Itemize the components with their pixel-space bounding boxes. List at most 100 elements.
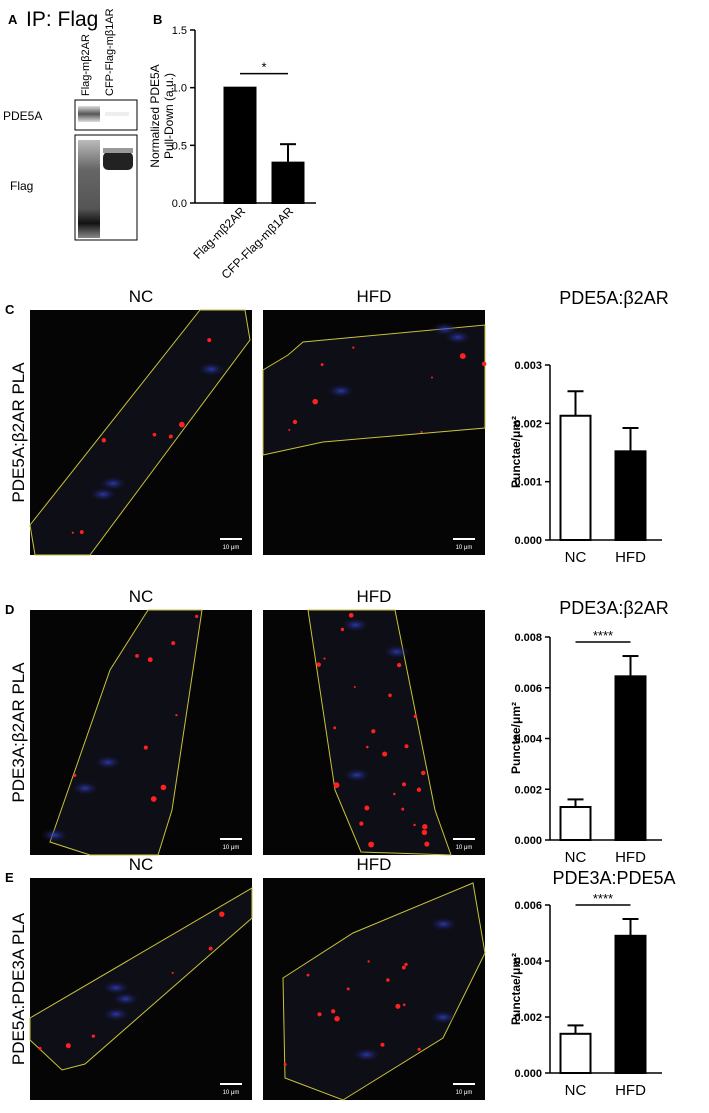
scale-bar-label: 10 μm	[456, 545, 473, 551]
pla-dot	[207, 338, 212, 343]
pla-dot	[404, 962, 408, 967]
y-tick-label: 1.0	[172, 83, 187, 95]
pla-dot	[401, 807, 405, 811]
x-tick-label: HFD	[615, 849, 646, 866]
pla-dot	[420, 770, 426, 776]
x-tick-label: NC	[565, 849, 587, 866]
pla-dot	[382, 751, 388, 757]
micrograph: 10 μm	[262, 310, 487, 555]
pla-dot	[348, 612, 354, 618]
scale-bar-label: 10 μm	[223, 1090, 240, 1096]
blot-label: Flag	[10, 179, 33, 193]
pla-dot	[79, 530, 84, 535]
pla-dot	[395, 1003, 401, 1009]
pla-dot	[340, 627, 345, 632]
nucleus-stain	[111, 991, 140, 1006]
pla-dot	[208, 946, 213, 951]
pla-dot	[402, 1003, 406, 1007]
pla-dot	[168, 434, 173, 439]
pla-dot	[346, 987, 350, 991]
y-tick-label: 0.008	[514, 632, 542, 644]
row-label: PDE5A:PDE3A PLA	[9, 912, 28, 1065]
blot-band	[103, 148, 133, 153]
pla-dot	[420, 430, 423, 434]
x-tick-label: NC	[565, 549, 587, 566]
y-tick-label: 0.006	[514, 900, 542, 912]
nucleus-stain	[71, 781, 100, 796]
y-tick-label: 0.000	[514, 535, 542, 547]
pla-dot	[71, 531, 74, 534]
pla-dot	[424, 841, 430, 847]
nucleus-stain	[429, 1010, 458, 1025]
pla-dot	[416, 787, 422, 792]
bar	[559, 806, 592, 842]
bar	[271, 161, 305, 204]
row-label: PDE3A:β2AR PLA	[9, 662, 28, 803]
pla-dot	[147, 657, 153, 663]
significance-label: *	[261, 60, 266, 75]
pla-dot	[422, 824, 428, 830]
pla-dot	[353, 686, 356, 689]
chart-title: PDE3A:β2AR	[559, 598, 668, 618]
panel-letter: B	[153, 12, 162, 27]
pla-dot	[171, 971, 174, 974]
pla-dot	[404, 744, 409, 749]
micrograph: 10 μm	[29, 878, 253, 1100]
pla-dot	[333, 782, 340, 789]
column-label: NC	[129, 587, 154, 606]
pla-dot	[401, 782, 407, 787]
pla-dot	[219, 911, 225, 917]
column-label: NC	[129, 287, 154, 306]
nucleus-stain	[429, 917, 458, 932]
pla-dot	[317, 1012, 322, 1017]
significance-label: ****	[593, 628, 613, 643]
scale-bar-label: 10 μm	[456, 1090, 473, 1096]
bar	[559, 414, 592, 541]
nucleus-stain	[197, 362, 226, 377]
micrograph: 10 μm	[29, 309, 252, 556]
y-tick-label: 0.002	[514, 1012, 542, 1024]
bar	[614, 450, 647, 542]
scale-bar-label: 10 μm	[456, 845, 473, 851]
y-axis-label: Normalized PDE5A	[148, 64, 162, 167]
blot-band	[103, 152, 133, 170]
pla-dot	[160, 784, 167, 791]
blot-band	[78, 106, 100, 122]
y-axis-label: Punctae/μm²	[509, 702, 523, 774]
y-tick-label: 0.002	[514, 418, 542, 430]
y-axis-label: Punctae/μm²	[509, 953, 523, 1025]
pla-dot	[320, 363, 324, 366]
pla-dot	[421, 829, 428, 836]
pla-dot	[331, 1009, 336, 1014]
bar	[614, 675, 647, 841]
column-label: HFD	[357, 287, 392, 306]
pla-dot	[380, 1042, 385, 1047]
nucleus-stain	[40, 828, 69, 843]
pla-dot	[73, 773, 77, 777]
pla-dot	[413, 714, 418, 719]
micrograph: 10 μm	[263, 878, 486, 1101]
panel-letter: C	[5, 302, 15, 317]
scale-bar-label: 10 μm	[223, 845, 240, 851]
panel-letter: A	[8, 12, 18, 27]
pla-dot	[312, 398, 318, 405]
pla-dot	[413, 823, 416, 827]
pla-dot	[195, 614, 199, 618]
chart-title: PDE5A:β2AR	[559, 288, 668, 308]
pla-dot	[401, 965, 406, 970]
pla-dot	[333, 726, 337, 730]
pla-dot	[368, 841, 375, 848]
y-axis-label: Punctae/μm²	[509, 416, 523, 488]
column-label: NC	[129, 855, 154, 874]
significance-label: ****	[593, 891, 613, 906]
pla-dot	[386, 978, 390, 982]
pla-dot	[396, 662, 402, 668]
blot-band	[78, 140, 100, 238]
pla-dot	[135, 653, 139, 658]
cell-outline	[29, 309, 251, 556]
micrograph: 10 μm	[263, 609, 485, 856]
pla-dot	[283, 1062, 287, 1067]
bar	[559, 1032, 592, 1075]
nucleus-stain	[101, 980, 130, 995]
